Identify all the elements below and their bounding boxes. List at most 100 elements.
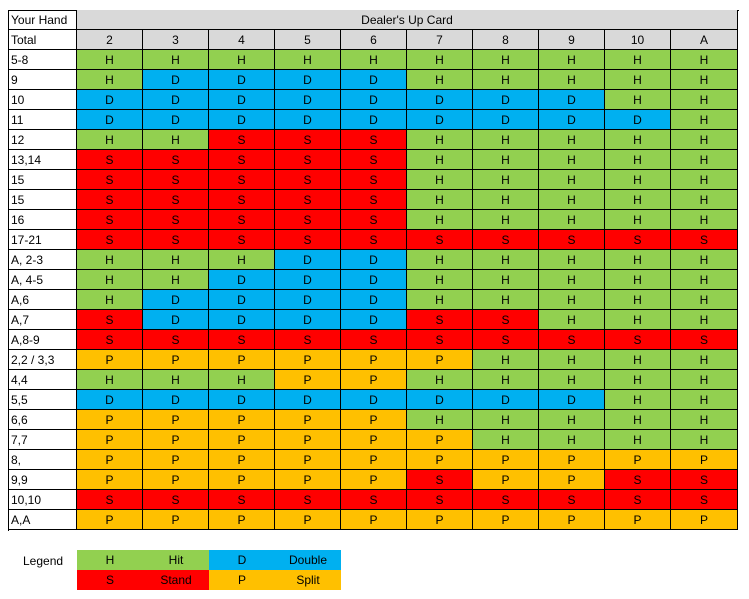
action-cell: H [605, 90, 671, 110]
hand-label: A, 2-3 [8, 250, 77, 270]
action-cell: H [671, 130, 738, 150]
action-cell: S [77, 150, 143, 170]
action-cell: H [539, 290, 605, 310]
action-cell: P [209, 430, 275, 450]
action-cell: S [209, 190, 275, 210]
dealer-card: 6 [341, 30, 407, 50]
action-cell: S [407, 490, 473, 510]
action-cell: P [539, 470, 605, 490]
action-cell: S [605, 330, 671, 350]
action-cell: H [77, 290, 143, 310]
hand-label: 10,10 [8, 490, 77, 510]
action-cell: S [671, 470, 738, 490]
action-cell: D [407, 390, 473, 410]
action-cell: D [209, 270, 275, 290]
action-cell: D [143, 70, 209, 90]
action-cell: H [671, 350, 738, 370]
hand-label: 5-8 [8, 50, 77, 70]
legend-swatch [209, 570, 341, 590]
action-cell: P [77, 430, 143, 450]
action-cell: D [407, 90, 473, 110]
action-cell: S [77, 310, 143, 330]
action-cell: H [605, 70, 671, 90]
action-cell: D [143, 290, 209, 310]
action-cell: H [473, 210, 539, 230]
action-cell: H [539, 270, 605, 290]
action-cell: D [341, 90, 407, 110]
action-cell: H [77, 130, 143, 150]
action-cell: H [473, 170, 539, 190]
action-cell: H [473, 70, 539, 90]
action-cell: S [209, 210, 275, 230]
hand-label: A,8-9 [8, 330, 77, 350]
action-cell: S [209, 490, 275, 510]
action-cell: D [77, 90, 143, 110]
action-cell: P [77, 450, 143, 470]
hand-label: A, 4-5 [8, 270, 77, 290]
legend-code: S [105, 573, 114, 587]
hand-label: 2,2 / 3,3 [8, 350, 77, 370]
action-cell: S [143, 170, 209, 190]
hand-label: A,6 [8, 290, 77, 310]
action-cell: H [209, 250, 275, 270]
action-cell: H [143, 130, 209, 150]
action-cell: H [539, 350, 605, 370]
action-cell: H [473, 50, 539, 70]
action-cell: S [341, 210, 407, 230]
action-cell: D [341, 290, 407, 310]
action-cell: H [671, 290, 738, 310]
hand-label: 4,4 [8, 370, 77, 390]
action-cell: H [473, 130, 539, 150]
action-cell: S [341, 490, 407, 510]
action-cell: S [143, 190, 209, 210]
action-cell: S [473, 330, 539, 350]
hand-label: 16 [8, 210, 77, 230]
hand-label: 5,5 [8, 390, 77, 410]
dealer-card: 9 [539, 30, 605, 50]
action-cell: D [143, 90, 209, 110]
action-cell: D [209, 390, 275, 410]
action-cell: H [605, 350, 671, 370]
action-cell: S [275, 130, 341, 150]
hand-label: 10 [8, 90, 77, 110]
action-cell: H [539, 190, 605, 210]
action-cell: H [605, 410, 671, 430]
action-cell: H [605, 250, 671, 270]
action-cell: H [539, 310, 605, 330]
action-cell: H [407, 210, 473, 230]
action-cell: H [671, 190, 738, 210]
action-cell: S [143, 150, 209, 170]
action-cell: S [671, 230, 738, 250]
action-cell: H [671, 150, 738, 170]
action-cell: H [539, 250, 605, 270]
dealer-card: 8 [473, 30, 539, 50]
dealer-card: 2 [77, 30, 143, 50]
action-cell: P [77, 350, 143, 370]
legend-swatch [77, 570, 209, 590]
action-cell: D [275, 110, 341, 130]
action-cell: H [671, 210, 738, 230]
action-cell: S [143, 330, 209, 350]
action-cell: H [473, 150, 539, 170]
hand-label: 9 [8, 70, 77, 90]
action-cell: P [209, 410, 275, 430]
action-cell: D [209, 70, 275, 90]
action-cell: P [341, 430, 407, 450]
legend-name: Stand [160, 573, 192, 587]
action-cell: H [473, 270, 539, 290]
action-cell: H [407, 70, 473, 90]
action-cell: H [539, 50, 605, 70]
action-cell: P [143, 510, 209, 530]
action-cell: H [77, 270, 143, 290]
action-cell: P [407, 430, 473, 450]
action-cell: P [275, 410, 341, 430]
action-cell: P [473, 450, 539, 470]
action-cell: S [209, 230, 275, 250]
action-cell: H [539, 150, 605, 170]
action-cell: S [209, 330, 275, 350]
action-cell: H [539, 370, 605, 390]
action-cell: S [341, 170, 407, 190]
action-cell: S [77, 190, 143, 210]
action-cell: D [539, 90, 605, 110]
hand-label: 7,7 [8, 430, 77, 450]
